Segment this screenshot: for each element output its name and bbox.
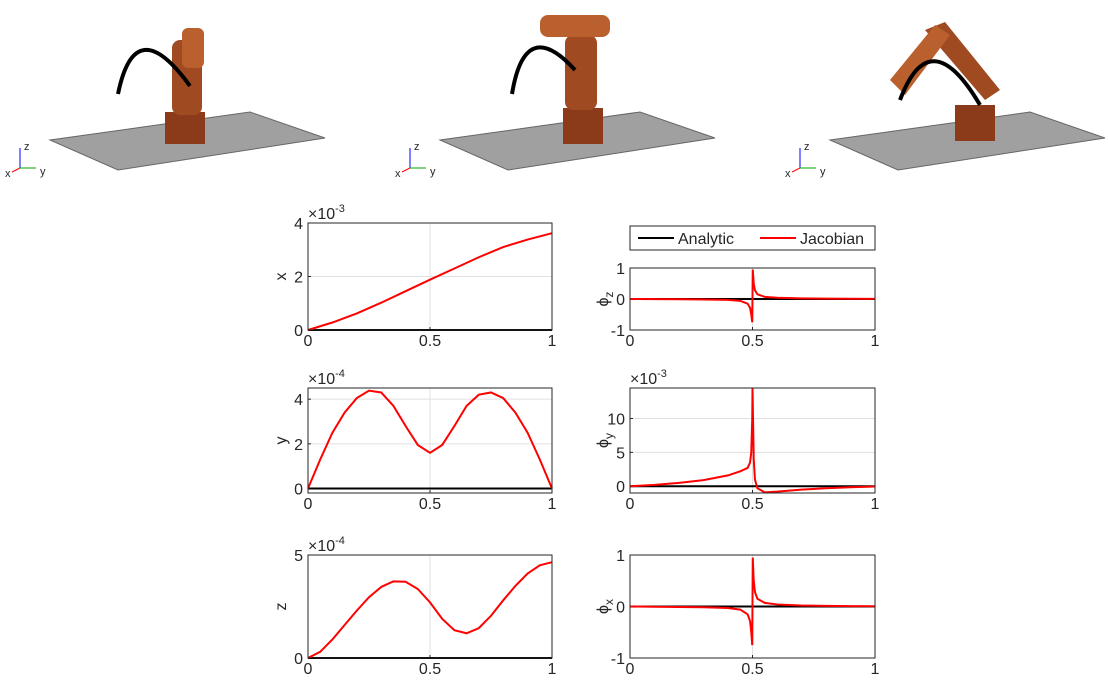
robot-arm: [890, 25, 950, 95]
x-tick-label: 0.5: [419, 496, 441, 513]
x-tick-label: 0.5: [419, 661, 441, 678]
page: x y z x y z x y z 00.51024x×10-300.51-10…: [0, 0, 1108, 691]
robot-arm: [540, 15, 610, 37]
y-tick-label: 4: [294, 216, 303, 233]
axis-label: x: [785, 168, 791, 180]
x-tick-label: 0.5: [741, 661, 763, 678]
x-tick-label: 1: [548, 661, 557, 678]
y-label-subscript: y: [602, 433, 616, 439]
multiplier-base: ×10: [308, 371, 335, 388]
multiplier-exponent: -4: [335, 368, 345, 380]
y-tick-label: -1: [611, 323, 625, 340]
y-label-text: ϕ: [595, 439, 612, 448]
y-tick-label: 0: [616, 292, 625, 309]
axis-label: x: [395, 168, 401, 180]
y-axis-label: ϕx: [595, 599, 616, 614]
robot-scene: x y z: [785, 22, 1105, 180]
x-tick-label: 1: [548, 333, 557, 350]
robot-arm: [182, 28, 204, 68]
x-tick-label: 0: [626, 661, 635, 678]
axis-x: [402, 168, 410, 172]
multiplier-exponent: -4: [335, 535, 345, 547]
robot-base: [165, 112, 205, 144]
x-tick-label: 0.5: [741, 496, 763, 513]
axis-label: x: [5, 168, 11, 180]
y-label-text: x: [273, 273, 290, 281]
y-tick-label: 0: [294, 482, 303, 499]
y-label-text: z: [273, 603, 290, 611]
y-tick-label: 5: [616, 445, 625, 462]
axis-multiplier: ×10-4: [308, 368, 345, 388]
x-tick-label: 0.5: [419, 333, 441, 350]
axis-label: y: [820, 166, 826, 178]
multiplier-base: ×10: [308, 206, 335, 223]
legend-label: Analytic: [678, 231, 734, 248]
y-tick-label: 1: [616, 261, 625, 278]
y-tick-label: -1: [611, 651, 625, 668]
multiplier-exponent: -3: [657, 368, 667, 380]
axis-x: [12, 168, 20, 172]
axis-label: y: [430, 166, 436, 178]
axis-multiplier: ×10-3: [630, 368, 667, 388]
figure: x y z x y z x y z 00.51024x×10-300.51-10…: [0, 0, 1108, 686]
x-tick-label: 1: [548, 496, 557, 513]
axis-x: [792, 168, 800, 172]
y-tick-label: 1: [616, 548, 625, 565]
y-tick-label: 5: [294, 548, 303, 565]
y-label-subscript: x: [602, 599, 616, 605]
x-tick-label: 0.5: [741, 333, 763, 350]
x-tick-label: 1: [871, 496, 880, 513]
y-axis-label: x: [273, 273, 290, 281]
x-tick-label: 0: [626, 333, 635, 350]
axis-label: z: [804, 141, 810, 153]
x-tick-label: 0: [626, 496, 635, 513]
y-label-text: ϕ: [595, 605, 612, 614]
axis-label: z: [24, 141, 30, 153]
y-label-subscript: z: [602, 292, 616, 298]
multiplier-base: ×10: [630, 371, 657, 388]
multiplier-exponent: -3: [335, 203, 345, 215]
y-label-text: ϕ: [595, 297, 612, 306]
y-axis-label: y: [273, 437, 290, 445]
x-tick-label: 1: [871, 333, 880, 350]
robot-base: [563, 108, 603, 144]
y-tick-label: 10: [607, 411, 625, 428]
axis-label: z: [414, 141, 420, 153]
y-tick-label: 0: [294, 323, 303, 340]
y-axis-label: ϕz: [595, 292, 616, 307]
y-tick-label: 4: [294, 392, 303, 409]
axis-multiplier: ×10-4: [308, 535, 345, 555]
y-axis-label: ϕy: [595, 433, 616, 448]
x-tick-label: 0: [304, 661, 313, 678]
multiplier-base: ×10: [308, 538, 335, 555]
robot-arm: [565, 35, 597, 110]
robot-scene: x y z: [5, 28, 325, 180]
y-tick-label: 2: [294, 270, 303, 287]
x-tick-label: 1: [871, 661, 880, 678]
robot-scene: x y z: [395, 15, 715, 180]
axis-multiplier: ×10-3: [308, 203, 345, 223]
x-tick-label: 0: [304, 333, 313, 350]
y-tick-label: 0: [616, 600, 625, 617]
y-axis-label: z: [273, 603, 290, 611]
y-tick-label: 0: [616, 479, 625, 496]
axis-label: y: [40, 166, 46, 178]
y-tick-label: 0: [294, 651, 303, 668]
y-label-text: y: [273, 437, 290, 445]
y-tick-label: 2: [294, 437, 303, 454]
robot-base: [955, 105, 995, 141]
legend-label: Jacobian: [800, 231, 864, 248]
x-tick-label: 0: [304, 496, 313, 513]
